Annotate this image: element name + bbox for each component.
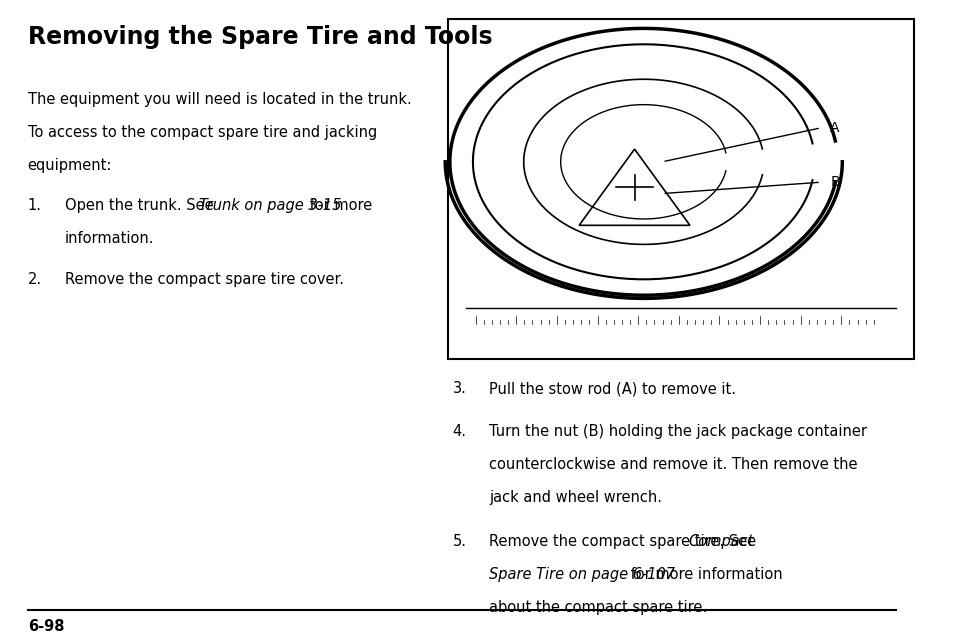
Text: 1.: 1.: [28, 198, 42, 212]
Text: information.: information.: [65, 230, 154, 246]
Text: Open the trunk. See: Open the trunk. See: [65, 198, 217, 212]
Text: Compact: Compact: [687, 533, 753, 549]
Text: 3.: 3.: [452, 381, 466, 396]
Text: To access to the compact spare tire and jacking: To access to the compact spare tire and …: [28, 125, 376, 140]
Text: The equipment you will need is located in the trunk.: The equipment you will need is located i…: [28, 92, 411, 107]
Text: A: A: [829, 121, 839, 135]
Text: 5.: 5.: [452, 533, 466, 549]
Text: 6-98: 6-98: [28, 619, 64, 634]
Text: Trunk on page 3-15: Trunk on page 3-15: [198, 198, 340, 212]
Text: for more: for more: [304, 198, 372, 212]
Text: Spare Tire on page 6-107: Spare Tire on page 6-107: [489, 567, 675, 582]
Text: Remove the compact spare tire cover.: Remove the compact spare tire cover.: [65, 272, 343, 287]
Text: Removing the Spare Tire and Tools: Removing the Spare Tire and Tools: [28, 26, 492, 49]
Bar: [447, 19, 913, 359]
Text: equipment:: equipment:: [28, 158, 112, 173]
Text: counterclockwise and remove it. Then remove the: counterclockwise and remove it. Then rem…: [489, 457, 857, 472]
Text: about the compact spare tire.: about the compact spare tire.: [489, 600, 707, 614]
Text: B: B: [829, 175, 839, 189]
Text: Pull the stow rod (A) to remove it.: Pull the stow rod (A) to remove it.: [489, 381, 736, 396]
Text: 2.: 2.: [28, 272, 42, 287]
Text: jack and wheel wrench.: jack and wheel wrench.: [489, 491, 661, 505]
Text: Turn the nut (B) holding the jack package container: Turn the nut (B) holding the jack packag…: [489, 424, 866, 440]
Text: 4.: 4.: [452, 424, 466, 440]
Text: Remove the compact spare tire. See: Remove the compact spare tire. See: [489, 533, 760, 549]
Text: for more information: for more information: [625, 567, 781, 582]
